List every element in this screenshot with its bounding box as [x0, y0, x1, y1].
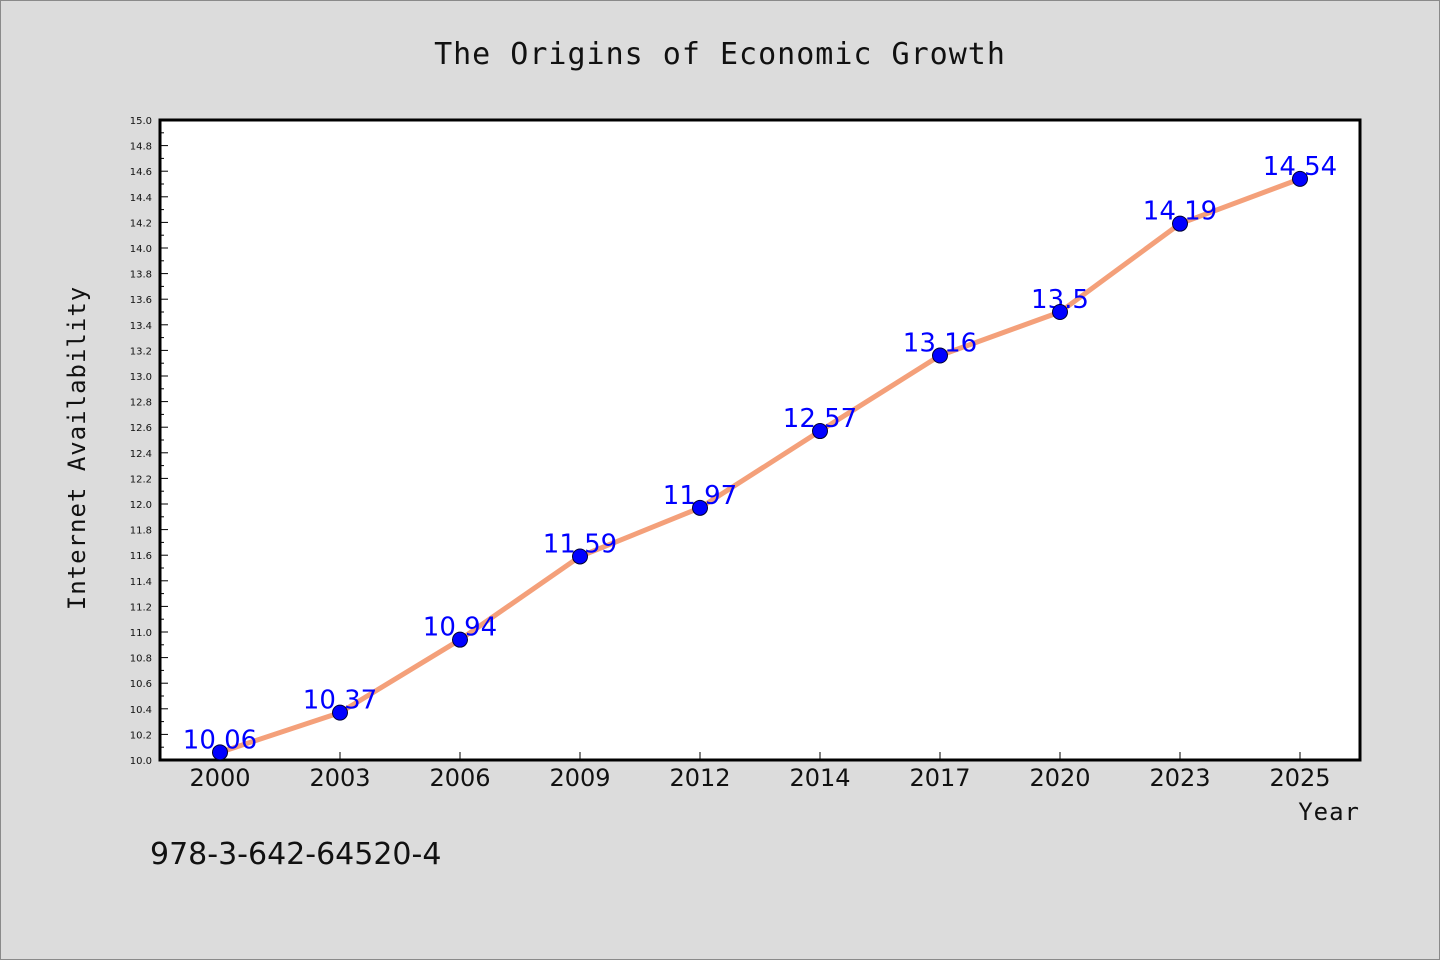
y-tick-label: 10.6: [130, 679, 152, 690]
x-axis-label: Year: [1298, 798, 1360, 826]
y-tick-label: 12.4: [130, 449, 152, 460]
y-tick-label: 13.6: [130, 295, 152, 306]
y-tick-label: 11.0: [130, 628, 152, 639]
y-tick-label: 14.4: [130, 193, 152, 204]
x-tick-label: 2003: [309, 764, 370, 792]
data-point: [212, 744, 228, 761]
y-tick-label: 14.0: [130, 244, 152, 255]
y-tick-label: 11.8: [130, 526, 152, 537]
plot-area: [158, 118, 1362, 762]
x-tick-label: 2009: [549, 764, 610, 792]
y-tick-label: 12.6: [130, 423, 152, 434]
y-tick-label: 15.0: [130, 116, 152, 127]
x-tick-label: 2012: [669, 764, 730, 792]
isbn-text: 978-3-642-64520-4: [150, 837, 441, 872]
x-tick-label: 2020: [1029, 764, 1090, 792]
x-tick-label: 2025: [1269, 764, 1330, 792]
data-point: [1052, 304, 1068, 320]
chart-title: The Origins of Economic Growth: [434, 37, 1006, 72]
series-group: 10.0610.3710.9411.5911.9712.5713.1613.51…: [183, 152, 1337, 761]
y-axis: 10.0 10.2 10.4 10.6 10.8 11.0 11.2 11.4 11.6 11.8…: [130, 116, 168, 767]
data-point: [1172, 215, 1188, 232]
y-tick-label: 11.2: [130, 602, 152, 613]
y-tick-label: 13.2: [130, 346, 152, 357]
y-tick-label: 10.4: [130, 705, 152, 716]
x-tick-label: 2014: [789, 764, 850, 792]
data-point: [1292, 170, 1308, 187]
data-point: [452, 631, 468, 648]
y-tick-label: 12.0: [130, 500, 152, 511]
y-tick-label: 10.8: [130, 654, 152, 665]
x-tick-label: 2017: [909, 764, 970, 792]
x-tick-label: 2000: [189, 764, 250, 792]
data-point: [332, 704, 348, 721]
y-tick-label: 12.2: [130, 474, 152, 485]
y-tick-label: 13.8: [130, 270, 152, 281]
data-point: [572, 548, 588, 565]
y-tick-label: 13.0: [130, 372, 152, 383]
y-tick-label: 11.4: [130, 577, 152, 588]
x-tick-label: 2006: [429, 764, 490, 792]
y-axis-label: Internet Availability: [63, 286, 91, 610]
data-point: [812, 423, 828, 440]
y-tick-label: 14.2: [130, 218, 152, 229]
y-tick-label: 10.0: [130, 756, 152, 767]
x-tick-label: 2023: [1149, 764, 1210, 792]
y-tick-label: 14.8: [130, 142, 152, 153]
x-axis: 2000 2003 2006 2009 2012 2014 2017 2020 2023 2025: [189, 752, 1331, 792]
y-tick-label: 11.6: [130, 551, 152, 562]
y-tick-label: 14.6: [130, 167, 152, 178]
y-tick-label: 10.2: [130, 730, 152, 741]
y-tick-label: 13.4: [130, 321, 152, 332]
data-point: [692, 499, 708, 516]
data-point: [932, 347, 948, 364]
y-tick-label: 12.8: [130, 398, 152, 409]
series-line: [217, 176, 1303, 755]
